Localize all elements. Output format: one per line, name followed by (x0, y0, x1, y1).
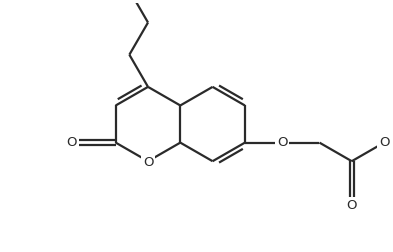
Text: O: O (66, 136, 77, 149)
Text: O: O (143, 156, 153, 169)
Text: O: O (277, 136, 287, 149)
Text: O: O (347, 199, 357, 212)
Text: O: O (379, 136, 389, 149)
